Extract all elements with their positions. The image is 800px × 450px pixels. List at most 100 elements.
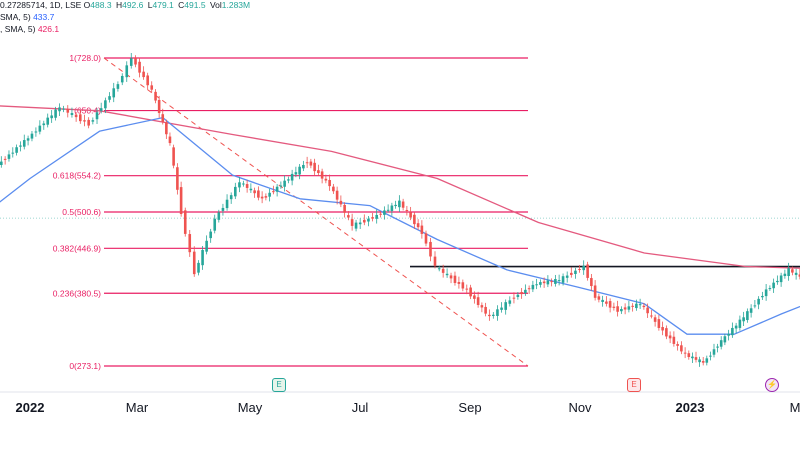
earnings-event-icon[interactable]: E <box>272 378 286 392</box>
candle-body <box>413 214 416 225</box>
high-label: H <box>115 0 123 10</box>
candle-body <box>350 219 354 226</box>
candle-body <box>168 136 172 144</box>
dividend-event-icon[interactable]: ⚡ <box>765 378 779 392</box>
candle-body <box>520 292 523 295</box>
candle-body <box>734 325 738 329</box>
candle-body <box>11 152 15 154</box>
candle-body <box>42 123 46 126</box>
x-tick-label: 2023 <box>676 400 705 415</box>
candle-body <box>798 274 800 277</box>
candle-body <box>473 295 476 299</box>
candle-body <box>197 262 200 273</box>
candle-body <box>546 280 550 285</box>
volume-value: 1.283M <box>221 0 251 10</box>
candle-body <box>138 61 141 73</box>
candle-body <box>91 120 95 122</box>
candle-body <box>354 222 358 229</box>
candle-body <box>653 317 657 322</box>
fibonacci-retracement: 1(728.0)(650.4)0.618(554.2)0.5(500.6)0.3… <box>53 53 528 371</box>
fib-trend-dashed-line <box>103 57 529 367</box>
chart-legend-ohlc: 0.27285714, 1D, LSE O488.3 H492.6 L479.1… <box>0 0 252 11</box>
candle-body <box>791 269 794 273</box>
candle-body <box>209 231 212 239</box>
candle-body <box>601 299 604 302</box>
candle-body <box>749 308 753 313</box>
candle-body <box>524 289 527 294</box>
candle-body <box>290 173 294 181</box>
candle-body <box>108 96 111 100</box>
candle-body <box>535 284 538 286</box>
candle-body <box>165 122 168 135</box>
candle-body <box>738 319 742 328</box>
candle-body <box>616 306 619 312</box>
candle-body <box>437 268 441 270</box>
candle-body <box>694 357 698 360</box>
candle-body <box>7 154 11 159</box>
candle-body <box>746 311 749 321</box>
candle-body <box>120 75 124 83</box>
candle-body <box>578 269 581 271</box>
candle-body <box>201 250 204 266</box>
low-label: L <box>147 0 153 10</box>
candle-body <box>753 305 757 307</box>
candle-body <box>661 327 664 331</box>
candle-body <box>457 282 461 284</box>
candle-body <box>99 108 103 111</box>
sma-200-line <box>0 105 800 269</box>
candle-body <box>605 301 608 304</box>
candle-body <box>687 353 691 357</box>
earnings-event-icon[interactable]: E <box>627 378 641 392</box>
fib-level-label: 0.382(446.9) <box>53 243 101 253</box>
candle-body <box>116 84 120 89</box>
candle-body <box>66 109 70 113</box>
candle-body <box>320 171 324 179</box>
candle-body <box>612 306 616 308</box>
candle-body <box>363 219 366 223</box>
candle-body <box>716 346 719 348</box>
candle-body <box>420 225 424 234</box>
candle-body <box>328 179 331 187</box>
candle-body <box>557 280 561 282</box>
candle-body <box>650 315 653 317</box>
close-value: 491.5 <box>184 0 206 10</box>
candle-body <box>104 100 107 109</box>
candle-body <box>221 207 225 211</box>
candle-body <box>574 270 577 274</box>
candle-body <box>709 355 712 357</box>
candle-body <box>253 190 256 194</box>
candle-body <box>593 285 597 298</box>
x-tick-label: 2022 <box>16 400 45 415</box>
candle-body <box>554 279 557 284</box>
candle-body <box>74 114 78 118</box>
candle-body <box>302 164 305 169</box>
fib-trend-line <box>103 57 529 367</box>
candle-body <box>597 296 601 300</box>
candle-body <box>347 215 350 218</box>
x-tick-label: May <box>238 400 263 415</box>
candle-body <box>129 58 133 66</box>
candle-body <box>95 112 99 120</box>
candle-body <box>317 170 320 174</box>
candle-body <box>398 200 401 208</box>
close-label: C <box>178 0 185 10</box>
candle-body <box>531 284 535 290</box>
candle-body <box>335 190 339 200</box>
candle-body <box>764 289 768 297</box>
sma-50-label: SMA, 5) <box>0 12 31 22</box>
candle-body <box>590 278 593 287</box>
candle-body <box>343 204 346 213</box>
candle-body <box>390 205 394 212</box>
candle-body <box>264 196 268 198</box>
candle-body <box>146 75 149 86</box>
x-tick-label: Sep <box>458 400 481 415</box>
sma-50-series <box>0 116 800 335</box>
candle-body <box>332 186 335 192</box>
candle-body <box>712 349 716 355</box>
x-tick-label: Jul <box>352 400 369 415</box>
candle-body <box>154 91 157 101</box>
candle-body <box>238 182 241 188</box>
fib-level-label: 0.236(380.5) <box>53 288 101 298</box>
candle-body <box>768 288 772 290</box>
